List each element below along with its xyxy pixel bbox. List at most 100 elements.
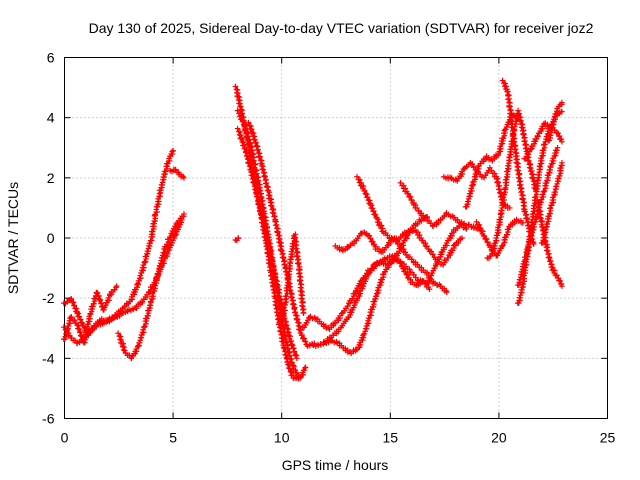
data-point xyxy=(293,352,299,359)
data-point xyxy=(369,303,376,310)
data-point xyxy=(548,124,555,131)
data-point xyxy=(506,104,512,110)
data-point xyxy=(79,333,85,340)
x-tick-label: 20 xyxy=(491,430,507,446)
data-point xyxy=(538,158,545,164)
data-point xyxy=(294,355,300,362)
data-point xyxy=(76,326,82,332)
data-point xyxy=(300,310,307,317)
y-tick-label: 0 xyxy=(47,230,55,246)
data-point xyxy=(527,233,533,240)
data-point xyxy=(541,188,548,194)
y-tick-label: 6 xyxy=(47,50,55,66)
series-track-14 xyxy=(321,256,433,357)
data-point xyxy=(534,198,541,204)
data-point xyxy=(511,146,518,153)
x-tick-label: 15 xyxy=(383,430,399,446)
y-tick-label: -2 xyxy=(42,290,55,306)
data-point xyxy=(510,139,517,146)
data-point xyxy=(289,251,295,257)
data-point xyxy=(504,89,510,95)
data-point xyxy=(67,320,73,327)
data-point xyxy=(158,182,165,188)
data-point xyxy=(290,345,297,352)
data-point xyxy=(140,262,147,268)
data-point xyxy=(140,324,147,330)
data-point xyxy=(298,327,304,334)
data-point xyxy=(77,329,83,336)
data-point xyxy=(374,290,380,297)
data-point xyxy=(506,205,513,211)
data-point xyxy=(281,261,288,268)
data-point xyxy=(518,287,525,293)
data-point xyxy=(252,186,258,193)
data-point xyxy=(97,297,104,303)
data-point xyxy=(527,168,534,174)
data-point xyxy=(282,352,289,358)
data-point xyxy=(151,218,158,224)
data-point xyxy=(294,316,300,323)
data-point xyxy=(160,174,167,180)
data-point xyxy=(269,279,275,286)
data-point xyxy=(515,111,522,117)
data-point xyxy=(245,160,252,167)
data-point xyxy=(242,126,248,132)
data-point xyxy=(558,162,565,169)
series-track-24 xyxy=(514,108,565,306)
data-point xyxy=(379,276,385,283)
data-point xyxy=(149,228,156,235)
data-point xyxy=(559,99,565,106)
data-point xyxy=(546,167,553,173)
data-point xyxy=(95,293,102,300)
data-point xyxy=(142,323,148,330)
data-point xyxy=(287,365,293,372)
x-tick-label: 0 xyxy=(61,430,69,446)
series-track-03 xyxy=(115,211,187,362)
data-point xyxy=(540,234,547,241)
data-point xyxy=(99,304,105,310)
data-point xyxy=(289,342,296,349)
x-tick-label: 25 xyxy=(600,430,616,446)
data-point xyxy=(239,119,246,125)
data-point xyxy=(502,185,509,191)
data-point xyxy=(556,173,563,179)
data-point xyxy=(517,118,524,124)
data-point xyxy=(498,207,504,214)
data-point xyxy=(554,144,561,151)
data-point xyxy=(541,141,548,148)
data-point xyxy=(147,302,153,309)
data-point xyxy=(283,293,290,299)
data-point xyxy=(263,235,270,242)
data-point xyxy=(539,219,545,225)
data-point xyxy=(518,189,524,195)
data-point xyxy=(426,286,433,292)
data-point xyxy=(142,258,148,265)
data-point xyxy=(235,235,242,241)
data-point xyxy=(296,373,302,380)
data-point xyxy=(529,211,536,217)
data-point xyxy=(525,242,531,248)
series-track-25 xyxy=(521,120,565,162)
data-point xyxy=(252,140,259,146)
data-point xyxy=(115,330,121,337)
series-track-09 xyxy=(234,125,300,362)
data-point xyxy=(283,322,289,329)
data-point xyxy=(522,145,529,152)
data-point xyxy=(260,219,267,226)
data-point xyxy=(557,278,564,284)
data-point xyxy=(85,326,91,333)
data-point xyxy=(553,183,559,190)
data-point xyxy=(234,125,241,132)
data-point xyxy=(121,347,128,354)
data-point xyxy=(474,168,481,175)
data-point xyxy=(287,333,294,340)
data-point xyxy=(508,149,514,155)
data-point xyxy=(282,307,288,314)
data-point xyxy=(98,300,104,307)
data-point xyxy=(524,250,530,257)
data-point xyxy=(302,364,309,371)
data-point xyxy=(280,310,287,316)
data-point xyxy=(81,337,88,343)
series-track-10 xyxy=(245,119,318,350)
data-point xyxy=(473,171,480,177)
